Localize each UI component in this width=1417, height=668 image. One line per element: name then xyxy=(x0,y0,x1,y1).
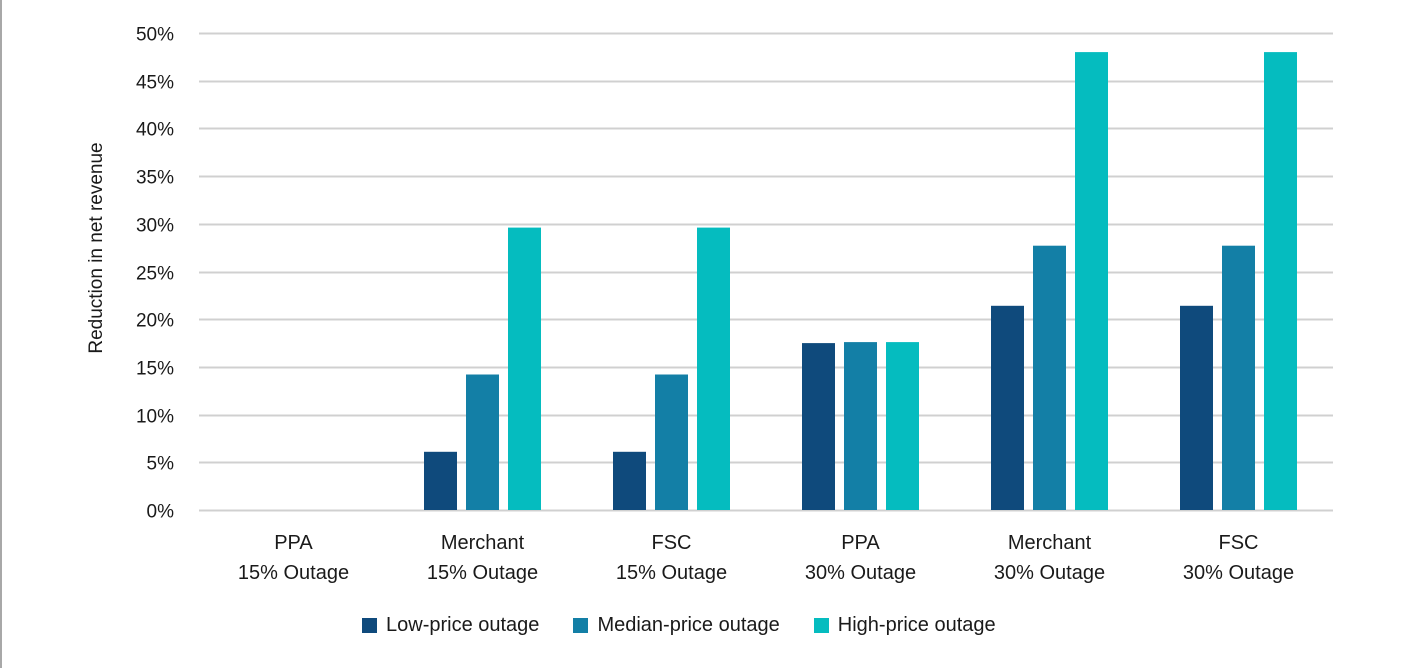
y-tick-label: 10% xyxy=(136,407,174,428)
legend-item: Median-price outage xyxy=(573,613,780,637)
x-category-label: 15% Outage xyxy=(427,562,538,584)
x-category-label: PPA xyxy=(274,532,313,554)
y-tick-label: 35% xyxy=(136,168,174,189)
y-tick-label: 25% xyxy=(136,264,174,285)
legend-item: Low-price outage xyxy=(362,614,539,637)
y-tick-label: 45% xyxy=(136,73,174,94)
y-axis-ticks: 0% 5% 10% 15% 20% 25% 30% 35% 40% 45% 50% xyxy=(136,25,174,523)
bar-median-price-outage xyxy=(1222,245,1255,510)
x-category-label: Merchant xyxy=(441,532,525,554)
y-tick-label: 20% xyxy=(136,311,174,332)
x-category-label: 15% Outage xyxy=(616,562,727,584)
bar-high-price-outage xyxy=(697,227,730,510)
bar-low-price-outage xyxy=(802,343,835,510)
legend-label: High-price outage xyxy=(837,613,996,636)
x-category-label: FSC xyxy=(1219,532,1259,554)
legend-label: Low-price outage xyxy=(386,613,540,636)
y-tick-label: 50% xyxy=(136,25,174,46)
y-tick-label: 0% xyxy=(147,502,175,523)
y-tick-label: 5% xyxy=(147,454,175,475)
bar-high-price-outage xyxy=(508,227,541,510)
x-category-label: Merchant xyxy=(1008,532,1092,554)
bar-low-price-outage xyxy=(424,451,457,510)
bar-median-price-outage xyxy=(466,374,499,510)
y-axis-title: Reduction in net revenue xyxy=(86,142,107,353)
bar-high-price-outage xyxy=(1075,52,1108,510)
bar-low-price-outage xyxy=(1180,305,1213,510)
gridlines xyxy=(199,32,1333,512)
bar-low-price-outage xyxy=(991,305,1024,510)
legend-swatch xyxy=(573,617,589,633)
x-category-label: PPA xyxy=(841,532,880,554)
x-category-label: 30% Outage xyxy=(805,562,916,584)
bar-median-price-outage xyxy=(844,342,877,510)
bar-median-price-outage xyxy=(655,374,688,510)
frame-left-border xyxy=(0,0,2,668)
x-category-label: 15% Outage xyxy=(238,562,349,584)
legend: Low-price outage Median-price outage High-… xyxy=(362,612,1030,638)
bar-high-price-outage xyxy=(886,342,919,510)
bar-median-price-outage xyxy=(1033,245,1066,510)
bar-high-price-outage xyxy=(1264,52,1297,510)
legend-swatch xyxy=(362,617,377,633)
legend-label: Median-price outage xyxy=(597,613,780,636)
x-category-label: 30% Outage xyxy=(994,562,1105,584)
bar-low-price-outage xyxy=(613,451,646,510)
x-axis-categories: PPA 15% Outage Merchant 15% Outage FSC 15% Ou… xyxy=(238,532,1294,584)
x-category-label: 30% Outage xyxy=(1183,562,1294,584)
x-category-label: FSC xyxy=(652,532,692,554)
legend-swatch xyxy=(813,617,829,633)
bars xyxy=(424,52,1297,510)
legend-item: High-price outage xyxy=(813,613,996,637)
y-tick-label: 30% xyxy=(136,216,174,237)
y-tick-label: 40% xyxy=(136,120,174,141)
y-tick-label: 15% xyxy=(136,359,174,380)
